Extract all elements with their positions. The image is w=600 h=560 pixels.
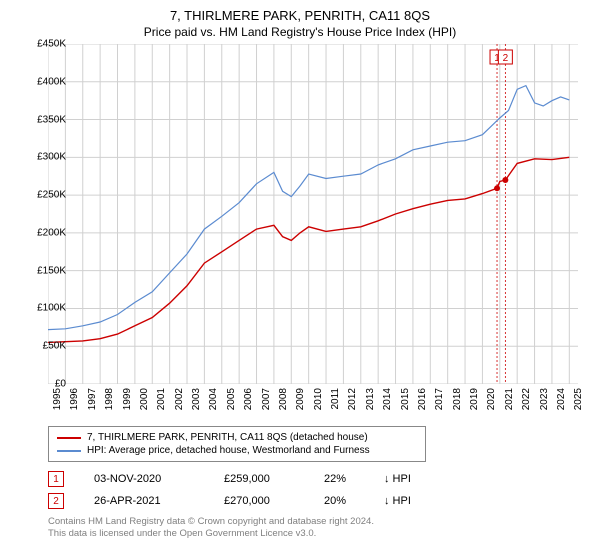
x-axis-tick-label: 2005 bbox=[226, 388, 237, 428]
transaction-price: £270,000 bbox=[224, 495, 294, 507]
legend-item: 7, THIRLMERE PARK, PENRITH, CA11 8QS (de… bbox=[57, 431, 417, 444]
x-axis-tick-label: 2006 bbox=[243, 388, 254, 428]
transaction-vs-hpi: ↓ HPI bbox=[384, 473, 434, 485]
transaction-row: 2 26-APR-2021 £270,000 20% ↓ HPI bbox=[48, 490, 434, 512]
x-axis-tick-label: 2002 bbox=[174, 388, 185, 428]
legend-item: HPI: Average price, detached house, West… bbox=[57, 444, 417, 457]
chart-subtitle: Price paid vs. HM Land Registry's House … bbox=[0, 23, 600, 39]
chart-title: 7, THIRLMERE PARK, PENRITH, CA11 8QS bbox=[0, 0, 600, 23]
transaction-marker: 2 bbox=[48, 493, 64, 509]
x-axis-tick-label: 2001 bbox=[156, 388, 167, 428]
x-axis-tick-label: 2015 bbox=[400, 388, 411, 428]
transaction-pct: 20% bbox=[324, 495, 354, 507]
x-axis-tick-label: 2025 bbox=[573, 388, 584, 428]
line-chart: 12 bbox=[48, 44, 578, 384]
legend-swatch bbox=[57, 437, 81, 439]
y-axis-tick-label: £400K bbox=[26, 76, 66, 87]
footer-line: This data is licensed under the Open Gov… bbox=[48, 528, 374, 540]
x-axis-tick-label: 2012 bbox=[347, 388, 358, 428]
x-axis-tick-label: 2016 bbox=[417, 388, 428, 428]
x-axis-tick-label: 2011 bbox=[330, 388, 341, 428]
y-axis-tick-label: £50K bbox=[26, 341, 66, 352]
x-axis-tick-label: 2022 bbox=[521, 388, 532, 428]
x-axis-tick-label: 2000 bbox=[139, 388, 150, 428]
x-axis-tick-label: 2010 bbox=[313, 388, 324, 428]
chart-area: 12 bbox=[48, 44, 578, 384]
x-axis-tick-label: 2018 bbox=[452, 388, 463, 428]
x-axis-tick-label: 2003 bbox=[191, 388, 202, 428]
x-axis-tick-label: 2019 bbox=[469, 388, 480, 428]
y-axis-tick-label: £150K bbox=[26, 265, 66, 276]
y-axis-tick-label: £100K bbox=[26, 303, 66, 314]
legend-label: HPI: Average price, detached house, West… bbox=[87, 445, 370, 456]
x-axis-tick-label: 2017 bbox=[434, 388, 445, 428]
transaction-date: 26-APR-2021 bbox=[94, 495, 194, 507]
svg-text:2: 2 bbox=[503, 53, 509, 64]
y-axis-tick-label: £350K bbox=[26, 114, 66, 125]
x-axis-tick-label: 2024 bbox=[556, 388, 567, 428]
transaction-marker: 1 bbox=[48, 471, 64, 487]
transaction-price: £259,000 bbox=[224, 473, 294, 485]
x-axis-tick-label: 2004 bbox=[208, 388, 219, 428]
y-axis-tick-label: £200K bbox=[26, 227, 66, 238]
transaction-vs-hpi: ↓ HPI bbox=[384, 495, 434, 507]
x-axis-tick-label: 2008 bbox=[278, 388, 289, 428]
y-axis-tick-label: £300K bbox=[26, 152, 66, 163]
x-axis-tick-label: 1999 bbox=[122, 388, 133, 428]
legend-label: 7, THIRLMERE PARK, PENRITH, CA11 8QS (de… bbox=[87, 432, 368, 443]
transaction-pct: 22% bbox=[324, 473, 354, 485]
x-axis-tick-label: 2021 bbox=[504, 388, 515, 428]
legend-swatch bbox=[57, 450, 81, 452]
transaction-row: 1 03-NOV-2020 £259,000 22% ↓ HPI bbox=[48, 468, 434, 490]
x-axis-tick-label: 1995 bbox=[52, 388, 63, 428]
x-axis-tick-label: 1998 bbox=[104, 388, 115, 428]
y-axis-tick-label: £250K bbox=[26, 190, 66, 201]
transaction-date: 03-NOV-2020 bbox=[94, 473, 194, 485]
footer-line: Contains HM Land Registry data © Crown c… bbox=[48, 516, 374, 528]
y-axis-tick-label: £450K bbox=[26, 39, 66, 50]
x-axis-tick-label: 1996 bbox=[69, 388, 80, 428]
x-axis-tick-label: 2023 bbox=[539, 388, 550, 428]
transaction-table: 1 03-NOV-2020 £259,000 22% ↓ HPI 2 26-APR-2021… bbox=[48, 468, 434, 512]
x-axis-tick-label: 2007 bbox=[261, 388, 272, 428]
x-axis-tick-label: 2014 bbox=[382, 388, 393, 428]
x-axis-tick-label: 2013 bbox=[365, 388, 376, 428]
legend: 7, THIRLMERE PARK, PENRITH, CA11 8QS (de… bbox=[48, 426, 426, 462]
x-axis-tick-label: 2009 bbox=[295, 388, 306, 428]
footer-attribution: Contains HM Land Registry data © Crown c… bbox=[48, 516, 374, 541]
x-axis-tick-label: 2020 bbox=[486, 388, 497, 428]
x-axis-tick-label: 1997 bbox=[87, 388, 98, 428]
